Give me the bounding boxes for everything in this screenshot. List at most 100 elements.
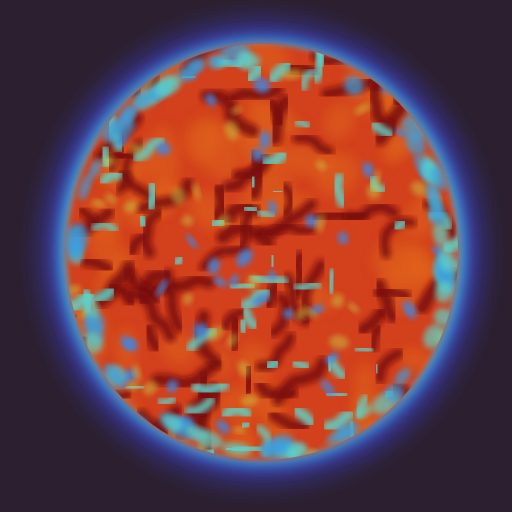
dark-stripe — [280, 181, 296, 219]
dark-stripe — [367, 79, 399, 135]
warm-edge — [230, 106, 242, 115]
warm-edge — [181, 215, 193, 227]
cool-spot — [135, 212, 151, 231]
cold-core — [283, 308, 294, 320]
dark-stripe — [292, 133, 334, 157]
cool-spot — [255, 207, 277, 220]
cool-spot — [322, 408, 355, 433]
warm-edge — [224, 120, 239, 140]
edge-spot — [78, 174, 92, 201]
edge-spot — [432, 220, 449, 247]
edge-spot — [82, 293, 99, 321]
cold-core — [120, 336, 138, 351]
cool-spot — [240, 305, 260, 331]
warm-edge — [102, 154, 116, 167]
warm-edge — [410, 181, 428, 197]
cold-core — [236, 248, 253, 267]
cool-spot — [98, 169, 125, 187]
cold-core — [156, 279, 168, 297]
dark-stripe — [77, 205, 101, 229]
warm-edge — [246, 274, 260, 290]
warm-edge — [316, 160, 326, 171]
dark-stripe — [142, 322, 163, 354]
edge-spot — [286, 443, 306, 458]
warm-edge — [207, 325, 224, 341]
warm-edge — [132, 363, 142, 382]
cold-core — [216, 419, 230, 434]
cold-core — [185, 234, 198, 249]
dark-stripe — [343, 200, 400, 223]
warm-edge — [130, 143, 143, 155]
warm-edge — [123, 200, 138, 213]
edge-spot — [423, 324, 444, 349]
warm-edge — [171, 187, 186, 205]
dark-stripe — [368, 324, 384, 354]
cool-spot — [299, 68, 318, 92]
cool-spot — [249, 271, 289, 287]
dark-stripe — [200, 89, 260, 138]
hot-patch — [323, 102, 356, 140]
cool-spot — [190, 379, 230, 397]
cool-spot — [92, 284, 117, 305]
cool-spot — [391, 217, 409, 234]
dark-stripe — [222, 154, 273, 193]
cold-core — [268, 200, 278, 215]
cold-core — [213, 276, 227, 287]
edge-spot — [176, 62, 204, 79]
cold-core — [325, 352, 339, 364]
dark-stripe — [124, 288, 176, 343]
cool-spot — [183, 395, 216, 416]
warm-edge — [302, 306, 318, 319]
dark-stripe — [118, 169, 156, 202]
edge-spot — [162, 414, 183, 432]
dark-stripe — [199, 244, 249, 273]
cool-spot — [266, 251, 279, 271]
edge-spot — [343, 75, 364, 96]
cool-spot — [244, 62, 265, 85]
cool-spot — [260, 148, 289, 168]
cool-spot — [325, 267, 338, 296]
cold-core — [259, 130, 271, 150]
hot-patch — [397, 348, 433, 372]
cool-spot — [292, 405, 317, 428]
dark-stripe — [373, 285, 412, 302]
edge-spot — [184, 425, 210, 441]
warm-edge — [281, 69, 303, 80]
warm-edge — [68, 284, 82, 295]
cold-core — [205, 93, 217, 106]
cool-spot — [290, 357, 311, 372]
cold-core — [116, 134, 129, 147]
cool-spot — [353, 344, 375, 355]
edge-spot — [326, 428, 354, 445]
warm-edge — [238, 360, 250, 377]
cool-spot — [371, 360, 383, 377]
warm-edge — [329, 335, 349, 349]
cool-spot — [220, 404, 253, 421]
cold-core — [252, 293, 270, 306]
cold-core — [193, 323, 208, 339]
cool-spot — [132, 136, 166, 163]
cool-spot — [293, 280, 322, 293]
warm-edge — [354, 103, 370, 115]
warm-edge — [91, 199, 106, 208]
dark-stripe — [140, 273, 216, 301]
warm-edge — [366, 184, 381, 200]
edge-spot — [430, 166, 447, 191]
edge-spot — [154, 74, 182, 97]
cold-core — [337, 232, 349, 245]
warm-edge — [126, 381, 139, 391]
hot-patch — [236, 44, 291, 79]
dark-stripe — [151, 358, 221, 390]
cold-core — [166, 380, 179, 393]
warm-edge — [241, 395, 259, 406]
dark-stripe — [123, 266, 161, 305]
cold-core — [320, 379, 335, 396]
warm-edge — [192, 182, 201, 201]
edge-spot — [439, 241, 454, 272]
cold-core — [403, 301, 417, 319]
edge-spot — [221, 442, 252, 456]
warm-edge — [105, 193, 118, 205]
edge-spot — [207, 55, 224, 68]
